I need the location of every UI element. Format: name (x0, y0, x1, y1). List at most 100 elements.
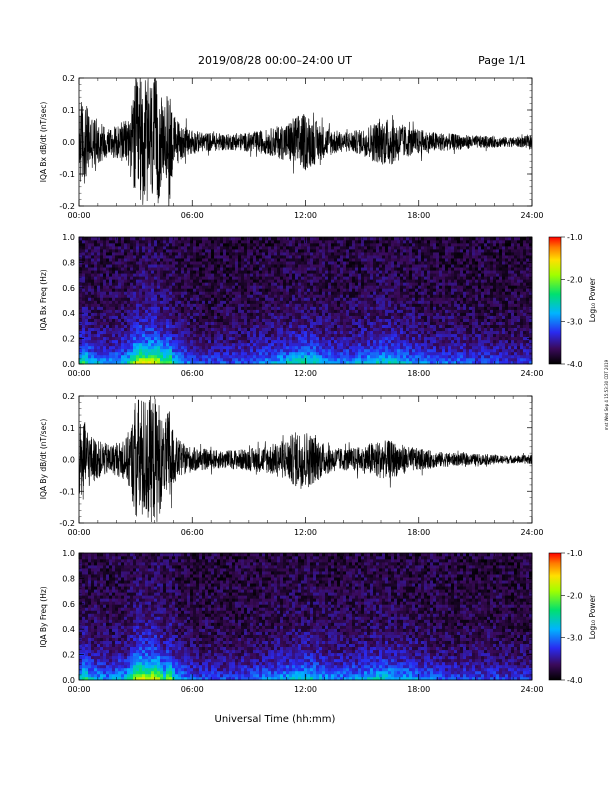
bx-spectrogram-cell (397, 315, 401, 319)
bx-spectrogram-cell (280, 285, 284, 289)
bx-spectrogram-cell (193, 330, 197, 335)
bx-spectrogram-cell (400, 351, 404, 356)
bx-spectrogram-cell (127, 276, 131, 280)
bx-spectrogram-cell (310, 240, 314, 244)
bx-spectrogram-cell (301, 312, 305, 316)
bx-spectrogram-cell (340, 306, 344, 310)
bx-spectrogram-cell (301, 303, 305, 307)
bx-spectrogram-cell (178, 249, 182, 253)
bx-spectrogram-cell (370, 330, 374, 335)
bx-spectrogram-cell (394, 294, 398, 298)
bx-spectrogram-cell (178, 288, 182, 292)
bx-spectrogram-cell (133, 297, 137, 301)
bx-spectrogram-cell (154, 327, 158, 332)
bx-spectrogram-cell (286, 246, 290, 250)
bx-spectrogram-cell (403, 324, 407, 329)
bx-spectrogram-cell (280, 243, 284, 247)
bx-spectrogram-cell (133, 312, 137, 316)
bx-spectrogram-cell (394, 348, 398, 353)
bx-spectrogram-cell (97, 318, 101, 322)
bx-spectrogram-cell (250, 276, 254, 280)
bx-spectrogram-cell (181, 279, 185, 283)
bx-spectrogram-cell (100, 258, 104, 262)
bx-spectrogram-cell (298, 276, 302, 280)
bx-spectrogram-cell (193, 306, 197, 310)
bx-spectrogram-cell (382, 297, 386, 301)
bx-spectrogram-cell (151, 318, 155, 322)
bx-spectrogram-cell (85, 324, 89, 329)
bx-spectrogram-cell (166, 297, 170, 301)
bx-spectrogram-cell (418, 330, 422, 335)
bx-spectrogram-cell (217, 255, 221, 259)
bx-spectrogram-cell (211, 333, 215, 338)
bx-spectrogram-cell (253, 354, 257, 359)
bx-spectrogram-cell (184, 261, 188, 265)
bx-spectrogram-cell (418, 285, 422, 289)
bx-spectrogram-cell (271, 249, 275, 253)
bx-spectrogram-cell (292, 237, 296, 241)
bx-spectrogram-cell (400, 324, 404, 329)
bx-spectrogram-cell (196, 252, 200, 256)
bx-spectrogram-cell (211, 243, 215, 247)
bx-spectrogram-cell (406, 339, 410, 344)
bx-spectrogram-cell (214, 243, 218, 247)
bx-spectrogram-cell (181, 306, 185, 310)
bx-spectrogram-cell (388, 321, 392, 325)
bx-spectrogram-cell (289, 255, 293, 259)
bx-spectrogram-cell (247, 330, 251, 335)
bx-spectrogram-cell (205, 339, 209, 344)
bx-spectrogram-cell (175, 243, 179, 247)
bx-spectrogram-cell (172, 303, 176, 307)
bx-spectrogram-cell (334, 264, 338, 268)
bx-spectrogram-cell (364, 285, 368, 289)
bx-spectrogram-cell (307, 327, 311, 332)
bx-spectrogram-cell (253, 285, 257, 289)
bx-spectrogram-cell (412, 306, 416, 310)
bx-spectrogram-cell (247, 273, 251, 277)
bx-spectrogram-cell (214, 312, 218, 316)
bx-spectrogram-cell (316, 276, 320, 280)
bx-spectrogram-cell (208, 306, 212, 310)
bx-spectrogram-cell (265, 291, 269, 295)
bx-spectrogram-cell (85, 291, 89, 295)
bx-spectrogram-cell (79, 360, 83, 365)
bx-spectrogram-cell (418, 267, 422, 271)
bx-spectrogram-cell (274, 303, 278, 307)
bx-spectrogram-cell (205, 264, 209, 268)
bx-spectrogram-cell (379, 267, 383, 271)
bx-spectrogram-cell (286, 315, 290, 319)
bx-spectrogram-cell (331, 318, 335, 322)
bx-spectrogram-cell (175, 351, 179, 356)
bx-spectrogram-cell (331, 303, 335, 307)
bx-spectrogram-cell (160, 309, 164, 313)
bx-spectrogram-cell (133, 351, 137, 356)
bx-spectrogram-cell (85, 264, 89, 268)
bx-spectrogram-cell (244, 330, 248, 335)
bx-spectrogram-cell (100, 354, 104, 359)
bx-spectrogram-cell (274, 327, 278, 332)
bx-spectrogram-cell (202, 270, 206, 274)
bx-spectrogram-cell (421, 315, 425, 319)
bx-spectrogram-cell (142, 267, 146, 271)
bx-spectrogram-cell (424, 354, 428, 359)
bx-spectrogram-cell (238, 246, 242, 250)
bx-spectrogram-cell (400, 315, 404, 319)
bx-waveform-xtick-label: 06:00 (181, 211, 204, 220)
bx-spectrogram-cell (169, 243, 173, 247)
bx-spectrogram-cell (406, 312, 410, 316)
figure-title: 2019/08/28 00:00–24:00 UT (198, 54, 352, 67)
bx-spectrogram-cell (262, 258, 266, 262)
bx-spectrogram-cell (91, 264, 95, 268)
bx-spectrogram-cell (85, 276, 89, 280)
bx-spectrogram-cell (277, 276, 281, 280)
bx-spectrogram-cell (220, 309, 224, 313)
bx-spectrogram-cell (286, 324, 290, 329)
bx-spectrogram-cell (160, 318, 164, 322)
bx-spectrogram-cell (220, 240, 224, 244)
bx-spectrogram-cell (100, 291, 104, 295)
bx-spectrogram-cell (226, 315, 230, 319)
bx-spectrogram-cell (190, 297, 194, 301)
bx-spectrogram-cell (256, 246, 260, 250)
bx-spectrogram-cell (115, 249, 119, 253)
bx-spectrogram-cell (298, 297, 302, 301)
